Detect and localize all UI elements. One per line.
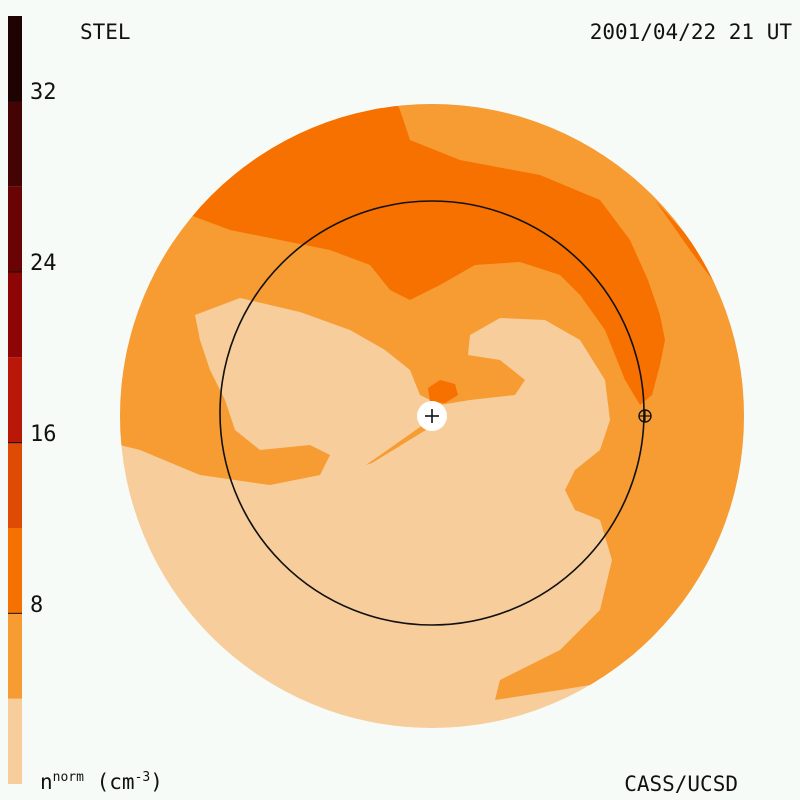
source-label: STEL xyxy=(80,20,131,44)
colorbar xyxy=(8,16,22,784)
colorbar-tick-24: 24 xyxy=(30,251,57,276)
timestamp-label: 2001/04/22 21 UT xyxy=(589,20,792,44)
colorbar-band-2 xyxy=(8,528,22,614)
earth-orbit xyxy=(219,200,645,626)
unit-base: n xyxy=(40,770,53,794)
colorbar-tick-8: 8 xyxy=(30,593,44,618)
unit-sup: norm xyxy=(52,770,84,785)
density-high-region xyxy=(150,104,665,405)
density-streak xyxy=(366,420,434,465)
credit-label: CASS/UCSD xyxy=(624,772,738,796)
colorbar-tick-32: 32 xyxy=(30,80,57,105)
unit-close: ) xyxy=(150,770,163,794)
unit-exp: -3 xyxy=(134,770,151,785)
density-high-blob xyxy=(428,380,458,403)
unit-text: (cm xyxy=(96,770,135,794)
colorbar-band-7 xyxy=(8,101,22,187)
colorbar-band-1 xyxy=(8,613,22,699)
sun-icon xyxy=(417,401,447,431)
unit-label: nnorm (cm-3) xyxy=(40,770,163,794)
colorbar-band-0 xyxy=(8,698,22,784)
colorbar-band-6 xyxy=(8,186,22,272)
colorbar-band-4 xyxy=(8,357,22,443)
colorbar-tick-16: 16 xyxy=(30,422,57,447)
colorbar-band-5 xyxy=(8,272,22,358)
colorbar-band-3 xyxy=(8,442,22,528)
colorbar-band-8 xyxy=(8,16,22,102)
earth-icon xyxy=(638,409,652,423)
